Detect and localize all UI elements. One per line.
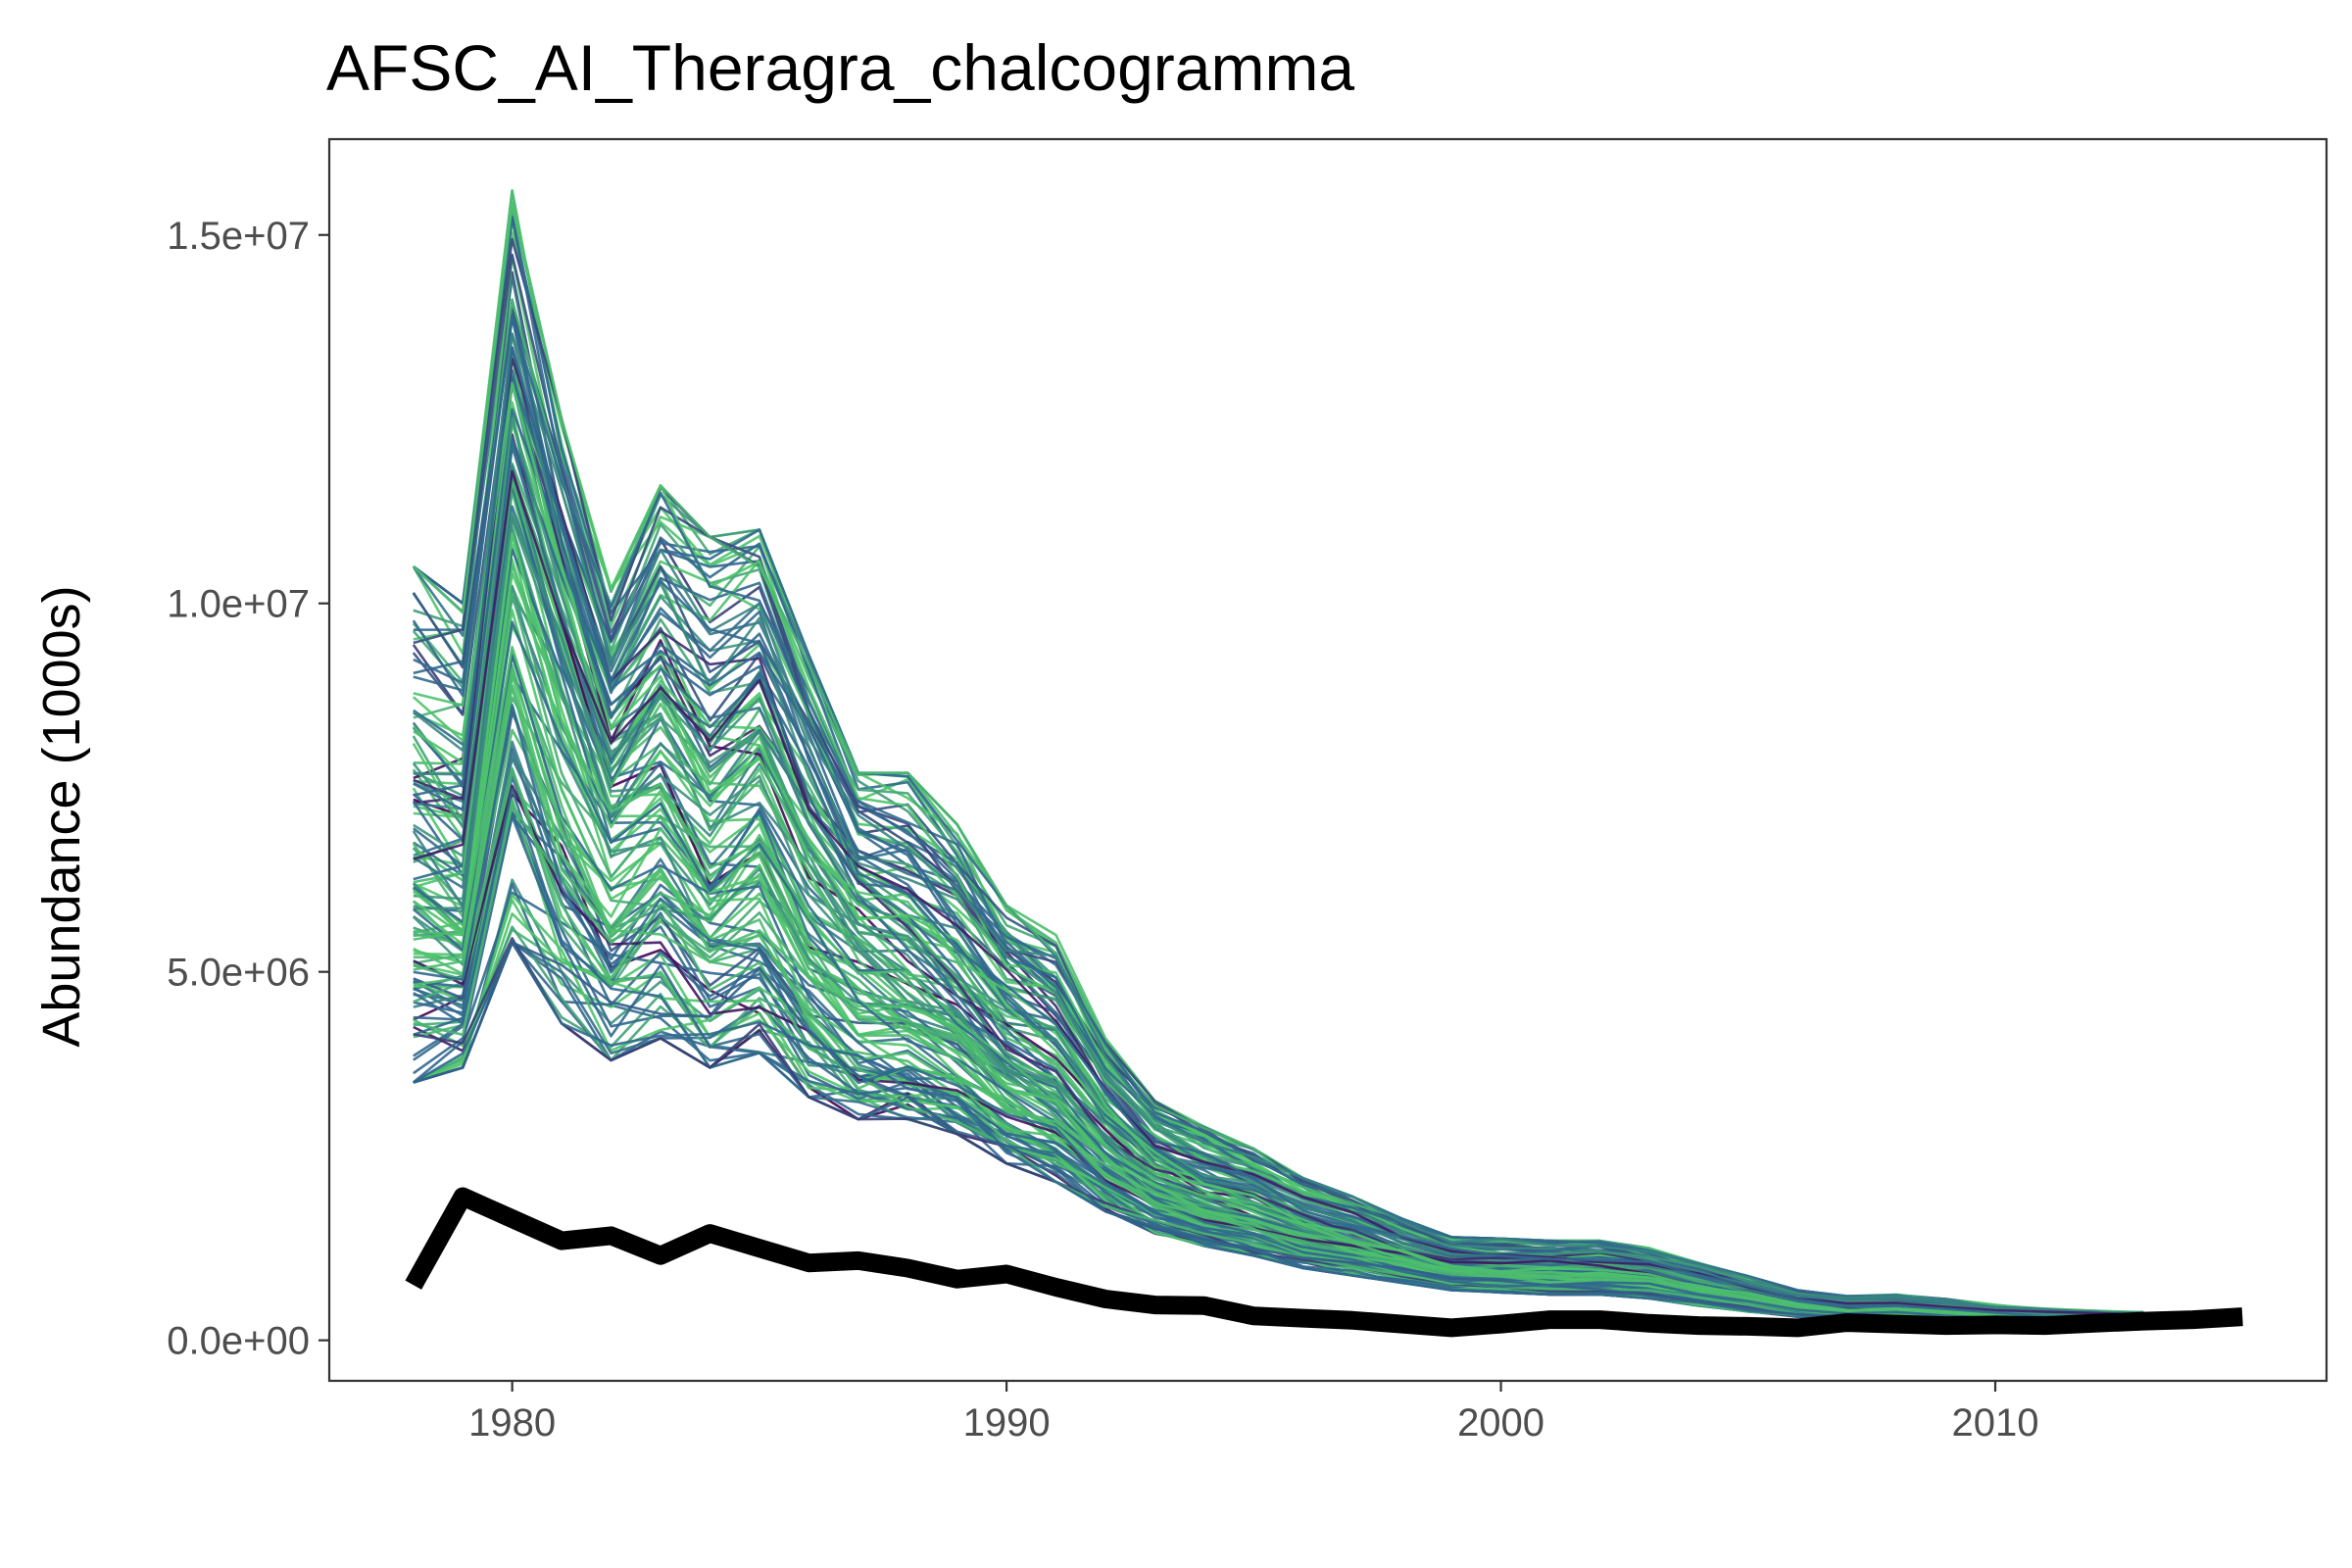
x-tick-label: 2000 [1457, 1401, 1544, 1445]
ensemble-line [412, 464, 2144, 1315]
ensemble-line [413, 189, 2144, 1316]
ensemble-line [412, 207, 2144, 1314]
ensemble-line [413, 705, 2144, 1326]
x-tick-label: 1980 [468, 1401, 556, 1445]
ensemble-line [413, 346, 2144, 1323]
ensemble-line [413, 439, 2144, 1325]
ensemble-line [413, 230, 2144, 1316]
ensemble-lines [412, 189, 2144, 1327]
x-axis: 1980 1990 2000 2010 [468, 1381, 2039, 1445]
ensemble-line [413, 645, 2144, 1323]
observed-series-line [405, 1187, 2243, 1338]
plot-panel [327, 137, 2328, 1383]
chart-title: AFSC_AI_Theragra_chalcogramma [326, 31, 1354, 104]
ensemble-line [413, 332, 2144, 1315]
ensemble-line [413, 237, 2144, 1320]
y-axis: 0.0e+00 5.0e+06 1.0e+07 1.5e+07 [167, 215, 329, 1363]
ensemble-line [413, 469, 2144, 1316]
y-tick-label: 0.0e+00 [167, 1320, 310, 1363]
ensemble-line [412, 202, 2144, 1317]
y-tick-label: 1.0e+07 [167, 583, 310, 626]
y-tick-label: 5.0e+06 [167, 952, 310, 995]
series-lines [405, 1187, 2243, 1338]
ensemble-line [413, 201, 2144, 1319]
y-tick-label: 1.5e+07 [167, 215, 310, 258]
y-axis-label: Abundance (1000s) [32, 585, 91, 1047]
x-tick-label: 1990 [963, 1401, 1051, 1445]
x-tick-label: 2010 [1952, 1401, 2039, 1445]
